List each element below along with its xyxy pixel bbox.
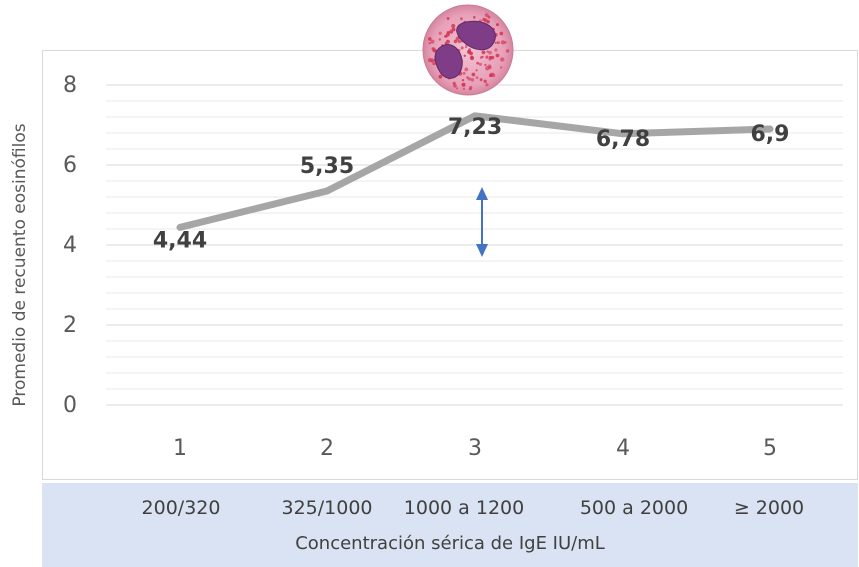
y-axis-ticks: 0 2 4 6 8 [63,73,77,418]
x-tick-label: 1 [173,436,187,461]
x-axis-ticks: 1 2 3 4 5 [173,436,777,461]
y-tick-label: 8 [63,73,77,98]
data-labels: 4,44 5,35 7,23 6,78 6,9 [153,115,790,254]
y-tick-label: 4 [63,233,77,258]
x-tick-label: 5 [763,436,777,461]
y-tick-label: 6 [63,153,77,178]
series-line [176,112,774,231]
data-label: 6,9 [751,122,790,147]
category-label-5: ≥ 2000 [733,497,805,519]
category-band: 200/320 325/1000 1000 a 1200 500 a 2000 … [42,483,858,567]
x-tick-label: 3 [468,436,482,461]
category-label-2: 325/1000 [281,497,373,519]
data-label: 4,44 [153,228,207,253]
y-tick-label: 2 [63,313,77,338]
double-arrow-icon [476,187,488,257]
data-label: 7,23 [448,115,502,140]
data-label: 6,78 [596,127,650,152]
x-axis-title: Concentración sérica de IgE IU/mL [295,533,605,554]
data-label: 5,35 [300,154,354,179]
category-label-4: 500 a 2000 [579,497,689,519]
category-label-3: 1000 a 1200 [403,497,525,519]
line-chart: 0 2 4 6 8 1 2 3 4 5 Promedio de recuento eosinóf… [10,4,843,461]
category-label-1: 200/320 [141,497,221,519]
chart-area [42,50,858,480]
x-tick-label: 2 [320,436,334,461]
eosinophil-cell-icon [422,4,514,96]
y-axis-title: Promedio de recuento eosinófilos [10,123,30,406]
y-tick-label: 0 [63,393,77,418]
x-tick-label: 4 [616,436,630,461]
